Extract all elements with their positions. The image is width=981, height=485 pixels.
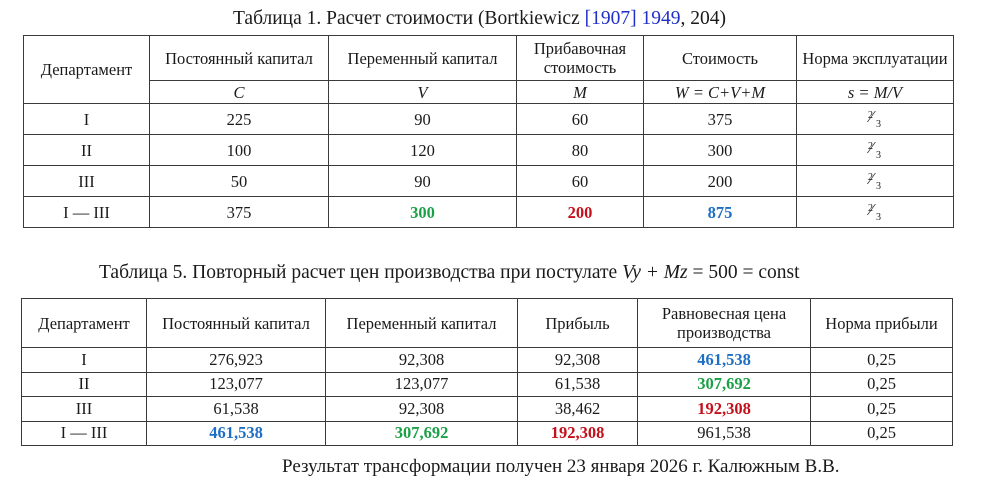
c-cell: 225 bbox=[149, 103, 329, 135]
rate-cell: 0,25 bbox=[810, 420, 953, 446]
price-total-cell: 961,538 bbox=[637, 420, 811, 446]
table-header-row: Департамент Постоянный капитал Переменны… bbox=[23, 35, 954, 104]
v-cell: 123,077 bbox=[325, 371, 518, 397]
w-cell: 375 bbox=[643, 103, 797, 135]
m-cell: 60 bbox=[516, 103, 644, 135]
header-variable-capital: Переменный капитал bbox=[328, 35, 517, 81]
symbol-s: s = M/V bbox=[796, 80, 954, 104]
profit-cell: 61,538 bbox=[517, 371, 638, 397]
price-cell: 192,308 bbox=[637, 396, 811, 422]
m-cell: 60 bbox=[516, 165, 644, 197]
table-total-row: I — III 461,538 307,692 192,308 961,538 … bbox=[21, 420, 953, 446]
w-cell: 200 bbox=[643, 165, 797, 197]
header-value: Стоимость bbox=[643, 35, 797, 81]
symbol-c: C bbox=[149, 80, 329, 104]
v-cell: 120 bbox=[328, 134, 517, 166]
caption-formula: Vy + Mz bbox=[622, 262, 688, 283]
c-cell: 61,538 bbox=[146, 396, 326, 422]
dept-cell: I — III bbox=[23, 196, 150, 228]
header-constant-capital: Постоянный капитал bbox=[149, 35, 329, 81]
v-cell: 90 bbox=[328, 103, 517, 135]
profit-cell: 38,462 bbox=[517, 396, 638, 422]
s-cell: 2 ⁄ 3 bbox=[796, 103, 954, 135]
table-row: I 225 90 60 375 2 ⁄ 3 bbox=[23, 103, 954, 135]
citation-link[interactable]: [1907] 1949 bbox=[584, 8, 681, 29]
c-cell: 50 bbox=[149, 165, 329, 197]
price-cell: 461,538 bbox=[637, 347, 811, 373]
v-cell: 90 bbox=[328, 165, 517, 197]
v-cell: 92,308 bbox=[325, 347, 518, 373]
table-row: III 61,538 92,308 38,462 192,308 0,25 bbox=[21, 396, 953, 422]
dept-cell: I bbox=[21, 347, 147, 373]
table-header-row: Департамент Постоянный капитал Переменны… bbox=[21, 298, 953, 348]
v-total-cell: 300 bbox=[328, 196, 517, 228]
table-row: III 50 90 60 200 2 ⁄ 3 bbox=[23, 165, 954, 197]
value-calculation-table: Департамент Постоянный капитал Переменны… bbox=[23, 35, 954, 228]
header-constant-capital: Постоянный капитал bbox=[146, 298, 326, 348]
caption-text: Таблица 5. Повторный расчет цен производ… bbox=[99, 262, 623, 283]
s-cell: 2 ⁄ 3 bbox=[796, 165, 954, 197]
rate-cell: 0,25 bbox=[810, 347, 953, 373]
profit-cell: 92,308 bbox=[517, 347, 638, 373]
dept-cell: II bbox=[23, 134, 150, 166]
c-total-cell: 461,538 bbox=[146, 420, 326, 446]
v-total-cell: 307,692 bbox=[325, 420, 518, 446]
rate-cell: 0,25 bbox=[810, 371, 953, 397]
fraction: 2 ⁄ 3 bbox=[868, 200, 881, 223]
c-cell: 123,077 bbox=[146, 371, 326, 397]
fraction: 2 ⁄ 3 bbox=[868, 169, 881, 192]
table-row: II 123,077 123,077 61,538 307,692 0,25 bbox=[21, 371, 953, 397]
table5-caption: Таблица 5. Повторный расчет цен производ… bbox=[99, 263, 800, 283]
header-variable-capital: Переменный капитал bbox=[325, 298, 518, 348]
c-cell: 100 bbox=[149, 134, 329, 166]
c-cell: 375 bbox=[149, 196, 329, 228]
header-department: Департамент bbox=[21, 298, 147, 348]
s-cell: 2 ⁄ 3 bbox=[796, 134, 954, 166]
header-profit: Прибыль bbox=[517, 298, 638, 348]
dept-cell: I bbox=[23, 103, 150, 135]
table-symbol-row: C V M W = C+V+M s = M/V bbox=[24, 80, 954, 104]
c-cell: 276,923 bbox=[146, 347, 326, 373]
m-cell: 80 bbox=[516, 134, 644, 166]
table-row: II 100 120 80 300 2 ⁄ 3 bbox=[23, 134, 954, 166]
profit-total-cell: 192,308 bbox=[517, 420, 638, 446]
header-exploitation-rate: Норма эксплуатации bbox=[796, 35, 954, 81]
header-profit-rate: Норма прибыли bbox=[810, 298, 953, 348]
v-cell: 92,308 bbox=[325, 396, 518, 422]
caption-text: = 500 = const bbox=[687, 262, 800, 283]
table-total-row: I — III 375 300 200 875 2 ⁄ 3 bbox=[23, 196, 954, 228]
price-cell: 307,692 bbox=[637, 371, 811, 397]
w-cell: 300 bbox=[643, 134, 797, 166]
w-total-cell: 875 bbox=[643, 196, 797, 228]
table-row: I 276,923 92,308 92,308 461,538 0,25 bbox=[21, 347, 953, 373]
footer-note: Результат трансформации получен 23 январ… bbox=[282, 456, 840, 477]
dept-cell: I — III bbox=[21, 420, 147, 446]
caption-text: Таблица 1. Расчет стоимости (Bortkiewicz bbox=[233, 8, 585, 29]
s-cell: 2 ⁄ 3 bbox=[796, 196, 954, 228]
dept-cell: III bbox=[21, 396, 147, 422]
production-price-table: Департамент Постоянный капитал Переменны… bbox=[21, 298, 953, 446]
fraction: 2 ⁄ 3 bbox=[868, 107, 881, 130]
caption-text: , 204) bbox=[680, 8, 726, 29]
rate-cell: 0,25 bbox=[810, 396, 953, 422]
dept-cell: III bbox=[23, 165, 150, 197]
symbol-w: W = C+V+M bbox=[643, 80, 797, 104]
header-department: Департамент bbox=[23, 35, 150, 104]
header-surplus-value: Прибавочная стоимость bbox=[516, 35, 644, 81]
symbol-v: V bbox=[328, 80, 517, 104]
symbol-m: M bbox=[516, 80, 644, 104]
m-total-cell: 200 bbox=[516, 196, 644, 228]
dept-cell: II bbox=[21, 371, 147, 397]
fraction: 2 ⁄ 3 bbox=[868, 138, 881, 161]
table1-caption: Таблица 1. Расчет стоимости (Bortkiewicz… bbox=[233, 9, 726, 29]
header-equilibrium-price: Равновесная цена производства bbox=[637, 298, 811, 348]
